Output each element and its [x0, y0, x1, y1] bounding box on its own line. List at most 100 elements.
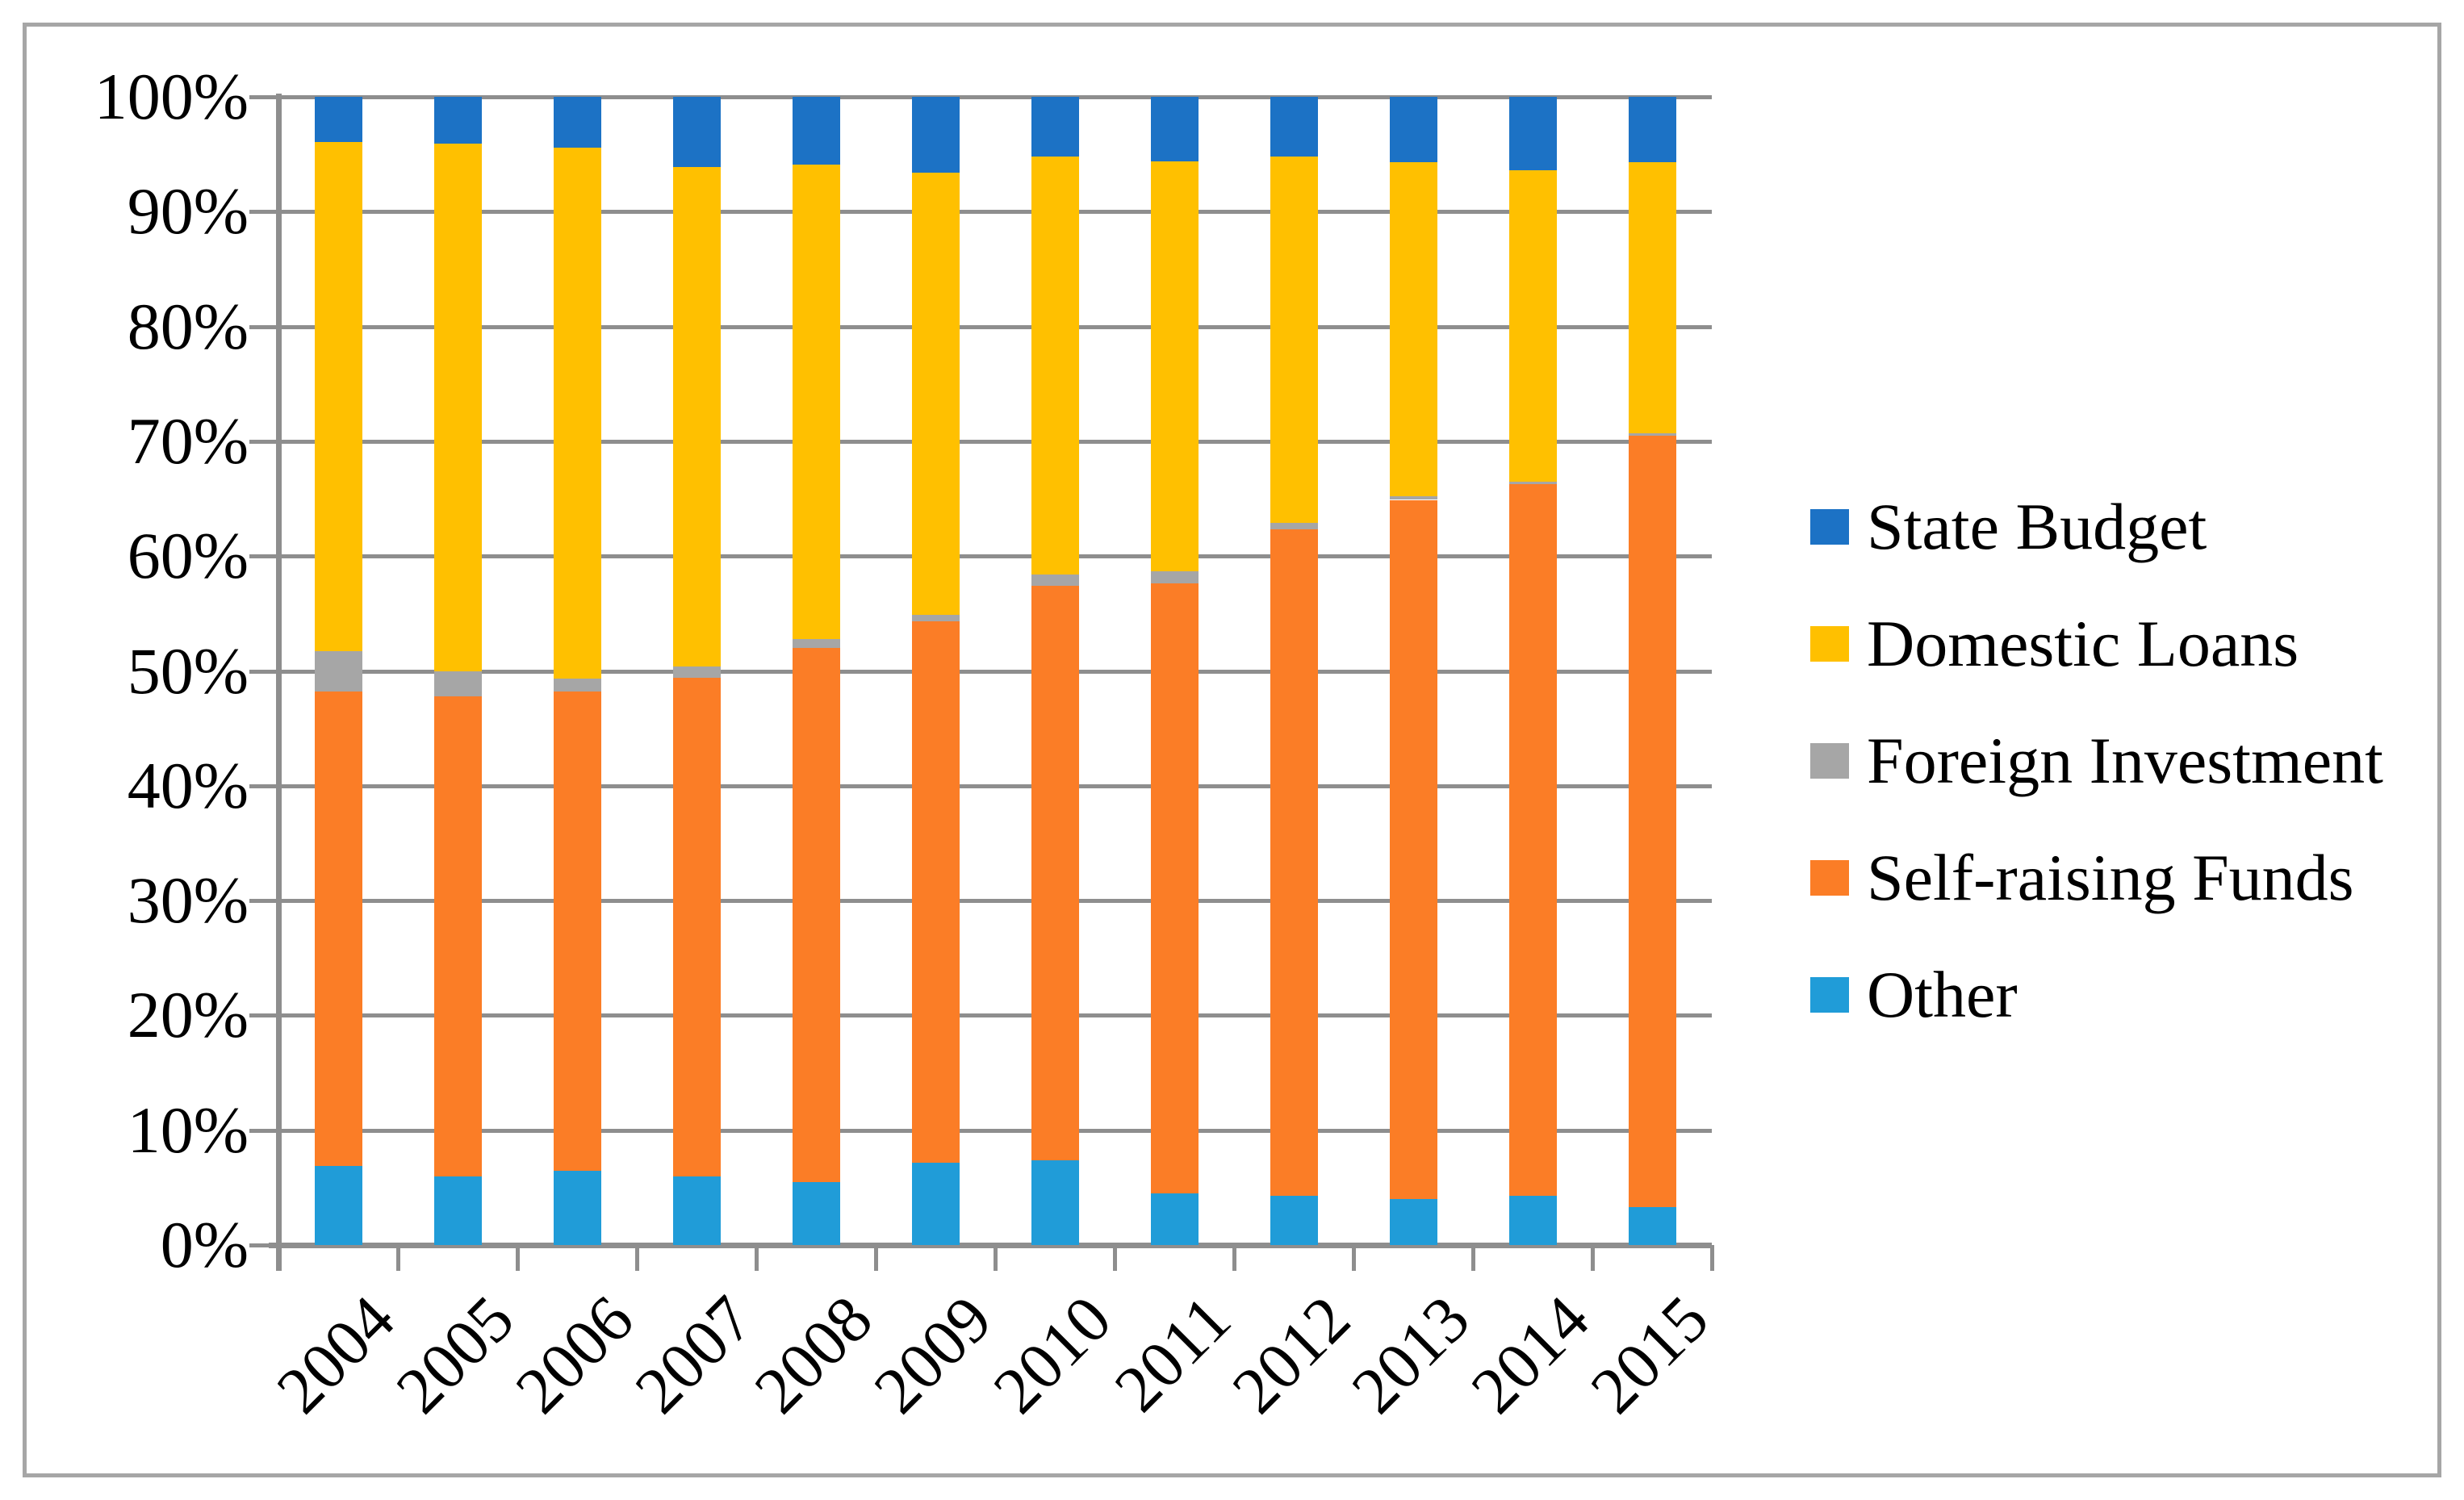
y-axis-label: 80% [127, 289, 249, 363]
bar-segment-2013-other [1389, 1199, 1437, 1245]
bar-2009 [911, 97, 960, 1245]
bar-segment-2008-other [792, 1181, 840, 1245]
bar-segment-2015-state-budget [1628, 97, 1676, 163]
legend-label: Foreign Investment [1867, 724, 2383, 797]
bar-2007 [672, 97, 721, 1245]
bar-2011 [1150, 97, 1199, 1245]
legend-swatch-icon [1810, 977, 1849, 1013]
bar-segment-2007-other [672, 1176, 721, 1245]
y-axis-tick [249, 1243, 278, 1247]
gridline-30% [269, 899, 1712, 904]
bar-segment-2008-state-budget [792, 97, 840, 165]
bar-segment-2004-self-raising-funds [314, 692, 362, 1166]
bar-segment-2006-state-budget [553, 97, 601, 148]
bar-segment-2005-self-raising-funds [433, 696, 482, 1176]
bar-segment-2014-domestic-loans [1508, 170, 1557, 482]
bar-segment-2012-self-raising-funds [1270, 529, 1318, 1196]
y-axis-label: 50% [127, 633, 249, 708]
x-axis-tick [277, 1245, 281, 1271]
bar-segment-2015-foreign-investment [1628, 432, 1676, 436]
bar-segment-2011-self-raising-funds [1150, 583, 1199, 1193]
legend-swatch-icon [1810, 509, 1849, 545]
legend-entry-foreign-investment: Foreign Investment [1810, 728, 2383, 794]
bar-segment-2011-foreign-investment [1150, 570, 1199, 584]
y-axis-tick [249, 669, 278, 674]
bar-segment-2007-state-budget [672, 97, 721, 167]
bar-segment-2010-foreign-investment [1031, 574, 1079, 587]
bar-segment-2006-domestic-loans [553, 147, 601, 679]
bar-2014 [1508, 97, 1557, 1245]
bar-segment-2010-domestic-loans [1031, 157, 1079, 575]
bar-segment-2004-other [314, 1165, 362, 1245]
y-axis-tick [249, 899, 278, 904]
bar-segment-2009-other [911, 1162, 960, 1245]
gridline-20% [269, 1013, 1712, 1018]
gridline-80% [269, 324, 1712, 329]
gridline-90% [269, 210, 1712, 215]
bar-segment-2005-state-budget [433, 97, 482, 144]
bar-segment-2015-self-raising-funds [1628, 435, 1676, 1208]
y-axis-label: 0% [160, 1208, 249, 1281]
bar-2012 [1270, 97, 1318, 1245]
bar-segment-2015-domestic-loans [1628, 162, 1676, 433]
bar-segment-2013-self-raising-funds [1389, 499, 1437, 1200]
legend-label: Other [1867, 958, 2018, 1031]
y-axis-tick [249, 1013, 278, 1018]
bar-segment-2010-self-raising-funds [1031, 586, 1079, 1160]
legend-entry-self-raising-funds: Self-raising Funds [1810, 845, 2354, 911]
gridline-40% [269, 783, 1712, 788]
bar-segment-2009-self-raising-funds [911, 621, 960, 1163]
x-axis-tick [755, 1245, 759, 1271]
x-axis-tick [396, 1245, 400, 1271]
legend-label: Domestic Loans [1867, 607, 2299, 680]
legend-entry-other: Other [1810, 962, 2018, 1028]
x-axis-tick [874, 1245, 878, 1271]
bar-segment-2014-foreign-investment [1508, 481, 1557, 484]
y-axis-tick [249, 783, 278, 788]
bar-segment-2004-foreign-investment [314, 651, 362, 692]
y-axis-tick [249, 439, 278, 444]
x-axis-tick [516, 1245, 520, 1271]
gridline-70% [269, 439, 1712, 444]
bar-segment-2010-state-budget [1031, 97, 1079, 157]
x-axis-tick [994, 1245, 998, 1271]
y-axis-label: 100% [94, 60, 249, 133]
bar-segment-2014-self-raising-funds [1508, 483, 1557, 1196]
bar-segment-2011-other [1150, 1193, 1199, 1245]
y-axis-line [276, 94, 282, 1271]
bar-2008 [792, 97, 840, 1245]
legend-swatch-icon [1810, 626, 1849, 662]
bar-2005 [433, 97, 482, 1245]
bar-segment-2006-other [553, 1170, 601, 1245]
gridline-10% [269, 1128, 1712, 1133]
legend-label: Self-raising Funds [1867, 841, 2354, 914]
x-axis-tick [1113, 1245, 1117, 1271]
x-axis-tick [635, 1245, 639, 1271]
y-axis-tick [249, 95, 278, 99]
bar-segment-2007-domestic-loans [672, 166, 721, 666]
bar-2004 [314, 97, 362, 1245]
y-axis-label: 30% [127, 863, 249, 938]
bar-2006 [553, 97, 601, 1245]
legend-entry-domestic-loans: Domestic Loans [1810, 611, 2299, 677]
legend-swatch-icon [1810, 743, 1849, 779]
bar-segment-2014-other [1508, 1195, 1557, 1245]
bar-segment-2005-foreign-investment [433, 671, 482, 696]
bar-segment-2007-foreign-investment [672, 666, 721, 679]
x-axis-tick [1591, 1245, 1595, 1271]
bar-segment-2008-foreign-investment [792, 638, 840, 649]
bar-segment-2012-state-budget [1270, 97, 1318, 157]
x-axis-tick [1232, 1245, 1236, 1271]
bar-segment-2006-foreign-investment [553, 679, 601, 692]
legend-label: State Budget [1867, 490, 2207, 563]
y-axis-tick [249, 1128, 278, 1133]
bar-segment-2004-domestic-loans [314, 141, 362, 652]
y-axis-label: 70% [127, 403, 249, 478]
gridline-100% [269, 95, 1712, 99]
x-axis-tick [1352, 1245, 1356, 1271]
bar-segment-2008-domestic-loans [792, 164, 840, 639]
bar-segment-2013-domestic-loans [1389, 162, 1437, 497]
y-axis-label: 90% [127, 174, 249, 249]
